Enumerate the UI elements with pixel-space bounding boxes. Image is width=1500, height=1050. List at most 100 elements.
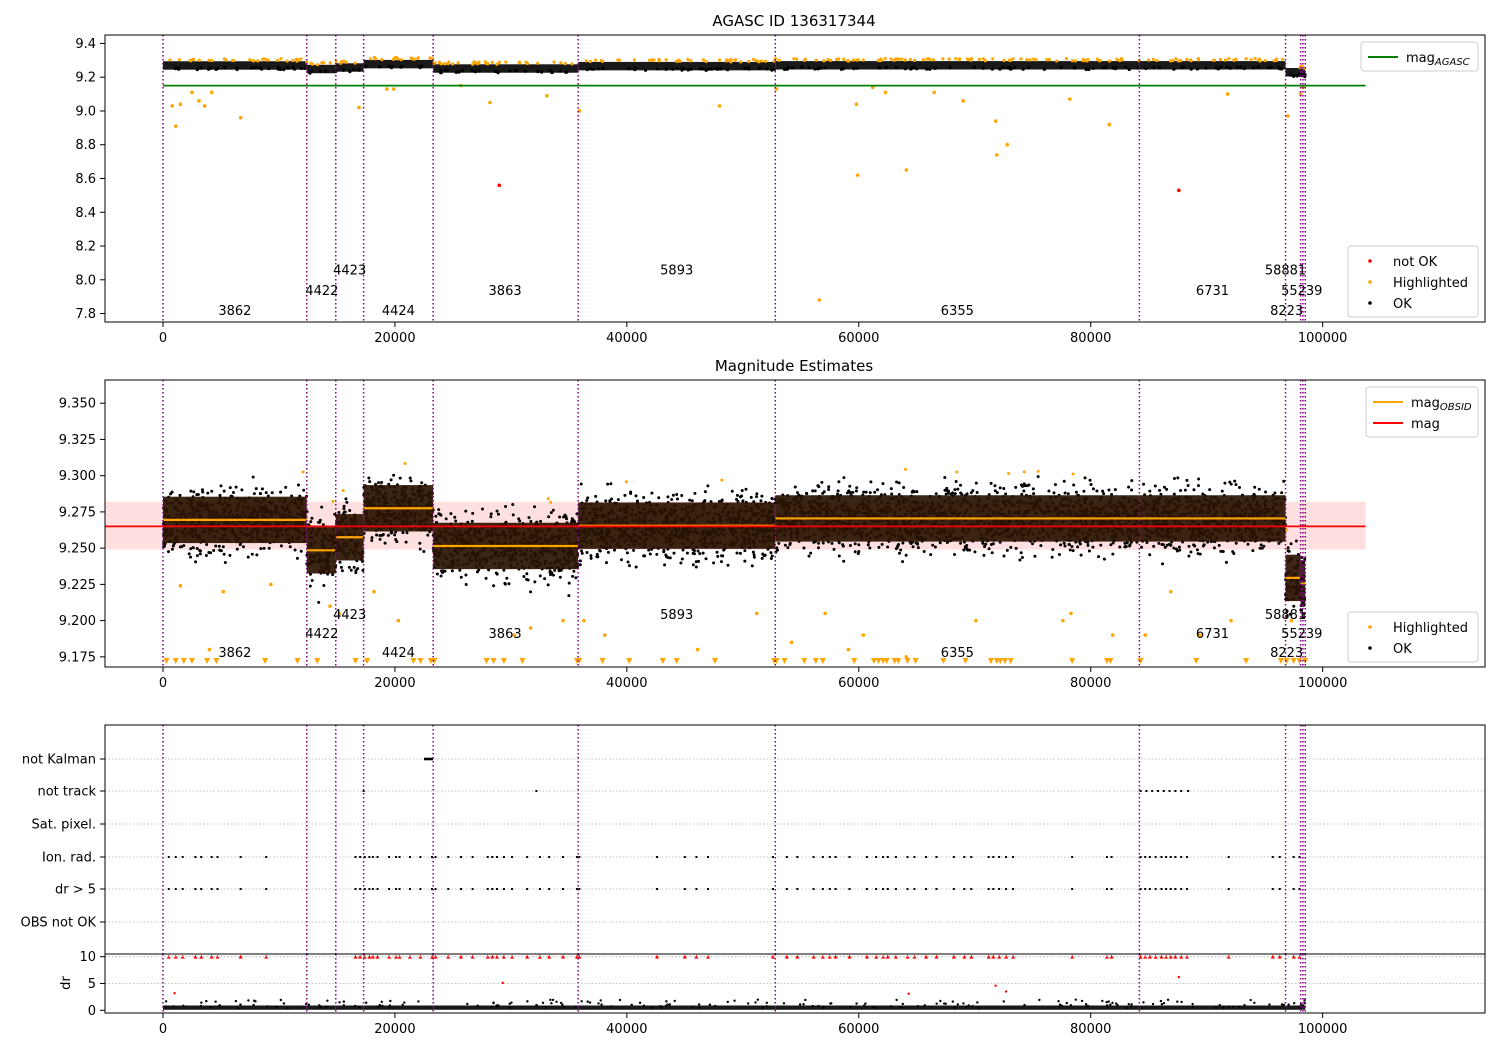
ok-point xyxy=(189,489,193,493)
ok-point xyxy=(258,491,262,495)
ok-point xyxy=(250,552,254,556)
ok-point xyxy=(178,545,182,549)
estimates-title: Magnitude Estimates xyxy=(715,357,873,375)
ok-point xyxy=(1161,543,1165,547)
y-tick-label: 9.2 xyxy=(75,71,96,86)
ok-point xyxy=(604,499,608,503)
highlighted-outlier xyxy=(238,115,243,120)
ok-band xyxy=(1300,68,1303,78)
highlighted-outlier xyxy=(1005,142,1010,147)
ok-point xyxy=(222,552,226,556)
highlighted-point xyxy=(897,57,901,61)
ok-point xyxy=(1072,483,1076,487)
ok-point xyxy=(610,497,614,501)
ok-point xyxy=(320,505,324,509)
highlighted-point xyxy=(751,57,756,62)
ok-point xyxy=(1022,489,1026,493)
ok-point xyxy=(177,67,181,71)
ok-point xyxy=(1269,66,1273,70)
ok-point xyxy=(807,66,811,70)
ok-point xyxy=(856,552,860,556)
highlighted-point xyxy=(814,58,818,62)
ok-point xyxy=(422,549,426,553)
ok-point xyxy=(1186,483,1190,487)
ok-point xyxy=(511,513,515,517)
highlighted-point xyxy=(1007,471,1011,475)
ok-point xyxy=(195,554,199,558)
ok-point xyxy=(1001,65,1005,69)
ok-point xyxy=(959,541,963,545)
ok-point xyxy=(1004,492,1008,496)
ok-point xyxy=(647,548,651,552)
obsid-label: 8223 xyxy=(1270,304,1303,319)
ok-point xyxy=(1219,549,1223,553)
ok-point xyxy=(1266,66,1270,70)
ok-point xyxy=(363,65,368,69)
ok-point xyxy=(749,495,753,499)
ok-point xyxy=(990,551,994,555)
ok-point xyxy=(962,548,966,552)
ok-point xyxy=(954,480,958,484)
ok-point xyxy=(895,480,899,484)
ok-point xyxy=(495,509,499,513)
highlighted-point xyxy=(1025,58,1029,62)
highlighted-point xyxy=(546,497,550,501)
ok-point xyxy=(807,554,811,558)
ok-point xyxy=(1088,478,1092,482)
ok-point xyxy=(1153,484,1157,488)
obsid-label: 4422 xyxy=(305,284,338,299)
ok-point xyxy=(1189,67,1193,71)
ok-point xyxy=(477,69,481,73)
ok-point xyxy=(387,64,391,68)
ok-point xyxy=(604,561,608,565)
ok-point xyxy=(1086,543,1090,547)
ok-point xyxy=(489,512,493,516)
ok-point xyxy=(1027,483,1031,487)
ok-point xyxy=(998,67,1002,71)
ok-point xyxy=(1062,541,1066,545)
highlighted-point xyxy=(764,59,768,64)
ok-point xyxy=(199,66,203,70)
ok-point xyxy=(811,489,815,493)
ok-point xyxy=(688,498,692,502)
ok-point xyxy=(1251,549,1255,553)
ok-point xyxy=(757,66,762,70)
legend-label: not OK xyxy=(1393,255,1438,270)
highlighted-point xyxy=(617,58,621,62)
highlighted-point xyxy=(252,59,256,63)
ok-point xyxy=(333,512,337,516)
ok-point xyxy=(752,555,756,559)
ok-point xyxy=(349,568,353,572)
ok-point xyxy=(209,66,213,70)
ok-point xyxy=(903,66,908,70)
highlighted-point xyxy=(908,57,912,62)
highlighted-point xyxy=(563,62,567,66)
ok-point xyxy=(719,67,723,71)
highlighted-point xyxy=(650,58,654,62)
highlighted-point xyxy=(399,58,403,62)
highlighted-point xyxy=(983,59,987,63)
ok-point xyxy=(760,494,764,498)
ok-point xyxy=(318,518,322,522)
ok-point xyxy=(873,490,877,494)
ok-point xyxy=(511,502,515,506)
ok-point xyxy=(1291,74,1295,78)
ok-point xyxy=(529,590,533,594)
ok-point xyxy=(471,511,475,515)
ok-point xyxy=(308,572,312,576)
agasc-plot-area: 3862442244234424386358936355673158881552… xyxy=(162,35,1366,322)
ok-point xyxy=(786,546,790,550)
ok-point xyxy=(194,560,198,564)
x-tick-label: 0 xyxy=(159,331,167,346)
ok-point xyxy=(1091,66,1095,71)
ok-point xyxy=(169,492,173,496)
ok-point xyxy=(633,67,637,72)
highlighted-point xyxy=(517,60,521,64)
highlighted-point xyxy=(1055,59,1059,63)
highlighted-point xyxy=(256,59,260,63)
ok-point xyxy=(1051,547,1055,551)
ok-point xyxy=(1196,552,1200,556)
highlighted-outlier xyxy=(545,93,549,98)
ok-band xyxy=(1285,68,1301,77)
ok-point xyxy=(853,550,857,554)
